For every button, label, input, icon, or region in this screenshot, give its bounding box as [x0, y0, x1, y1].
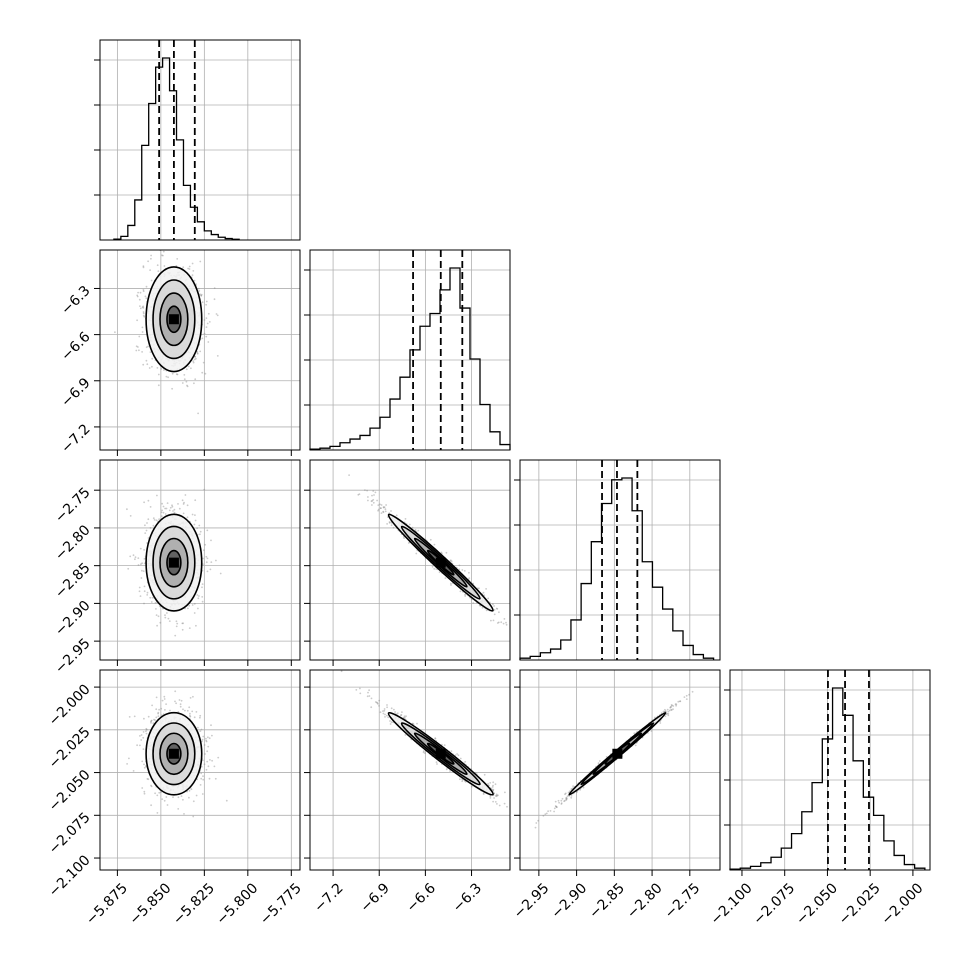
x-tick-label: −5.800: [213, 880, 261, 928]
density-panel-bg: [310, 460, 510, 660]
density-peak: [168, 314, 179, 325]
x-tick-label: −2.025: [836, 880, 884, 928]
density-panel-1-3: [304, 669, 511, 876]
density-panel-1-2: [304, 459, 511, 666]
x-tick-label: −5.825: [170, 880, 218, 928]
density-panel-frame: [99, 669, 301, 871]
x-tick-label: −2.85: [586, 880, 628, 922]
hist-panel-2: [514, 459, 721, 661]
hist-panel-frame: [519, 459, 721, 661]
density-panel-frame: [99, 249, 301, 451]
density-content: [126, 488, 222, 637]
density-panel-frame: [99, 459, 301, 661]
y-tick-label: −6.9: [58, 375, 93, 410]
y-tick-label: −2.80: [52, 522, 94, 564]
x-tick-label: −2.95: [511, 880, 553, 922]
density-peak: [168, 557, 179, 568]
x-tick-label: −2.075: [750, 880, 798, 928]
x-tick-label: −6.6: [404, 880, 439, 915]
hist-panel-frame: [729, 669, 931, 871]
y-tick-label: −7.2: [58, 421, 93, 456]
y-tick-label: −2.100: [46, 852, 94, 900]
hist-panel-frame: [309, 249, 511, 451]
hist-panel-3: [724, 669, 931, 871]
density-panel-0-3: [94, 669, 301, 876]
density-panel-bg: [100, 250, 300, 450]
x-tick-label: −2.050: [793, 880, 841, 928]
hist-panel-frame: [99, 39, 301, 241]
density-peak: [168, 748, 179, 759]
x-tick-label: −6.3: [450, 880, 485, 915]
density-peak: [435, 557, 446, 568]
hist-panel-1: [304, 249, 511, 451]
density-panel-frame: [309, 459, 511, 661]
panels-layer: [94, 39, 931, 876]
x-tick-label: −2.000: [879, 880, 927, 928]
y-tick-label: −2.75: [52, 485, 94, 527]
hist-panel-0: [94, 39, 301, 241]
density-panel-2-3: [514, 669, 721, 876]
density-content: [348, 474, 510, 626]
density-panel-bg: [310, 670, 510, 870]
hist-panel-bg: [730, 670, 930, 870]
x-tick-label: −5.850: [127, 880, 175, 928]
histogram-0: [113, 57, 240, 240]
density-content: [126, 690, 228, 818]
histogram-2: [519, 477, 715, 660]
density-panel-bg: [520, 670, 720, 870]
hist-panel-bg: [520, 460, 720, 660]
y-tick-label: −2.025: [46, 724, 94, 772]
x-tick-label: −2.90: [549, 880, 591, 922]
density-panel-0-2: [94, 459, 301, 666]
density-panel-0-1: [94, 249, 301, 456]
x-tick-label: −6.9: [357, 880, 392, 915]
y-tick-label: −2.85: [52, 560, 94, 602]
x-tick-label: −2.100: [708, 880, 756, 928]
y-tick-label: −2.90: [52, 598, 94, 640]
histogram-1: [309, 267, 511, 450]
density-panel-frame: [519, 669, 721, 871]
y-tick-label: −2.95: [52, 635, 94, 677]
y-tick-label: −2.000: [46, 681, 94, 729]
density-panel-frame: [309, 669, 511, 871]
y-tick-label: −2.050: [46, 767, 94, 815]
density-content: [340, 670, 508, 808]
x-tick-label: −2.80: [624, 880, 666, 922]
x-tick-label: −7.2: [311, 880, 346, 915]
y-tick-label: −2.075: [46, 810, 94, 858]
x-tick-label: −5.775: [257, 880, 305, 928]
density-peak: [612, 748, 623, 759]
density-content: [534, 690, 694, 829]
density-content: [114, 250, 219, 415]
density-peak: [435, 748, 446, 759]
y-tick-label: −6.3: [58, 283, 93, 318]
hist-panel-bg: [100, 40, 300, 240]
y-tick-label: −6.6: [58, 329, 93, 364]
x-tick-label: −5.875: [83, 880, 131, 928]
x-tick-label: −2.75: [662, 880, 704, 922]
